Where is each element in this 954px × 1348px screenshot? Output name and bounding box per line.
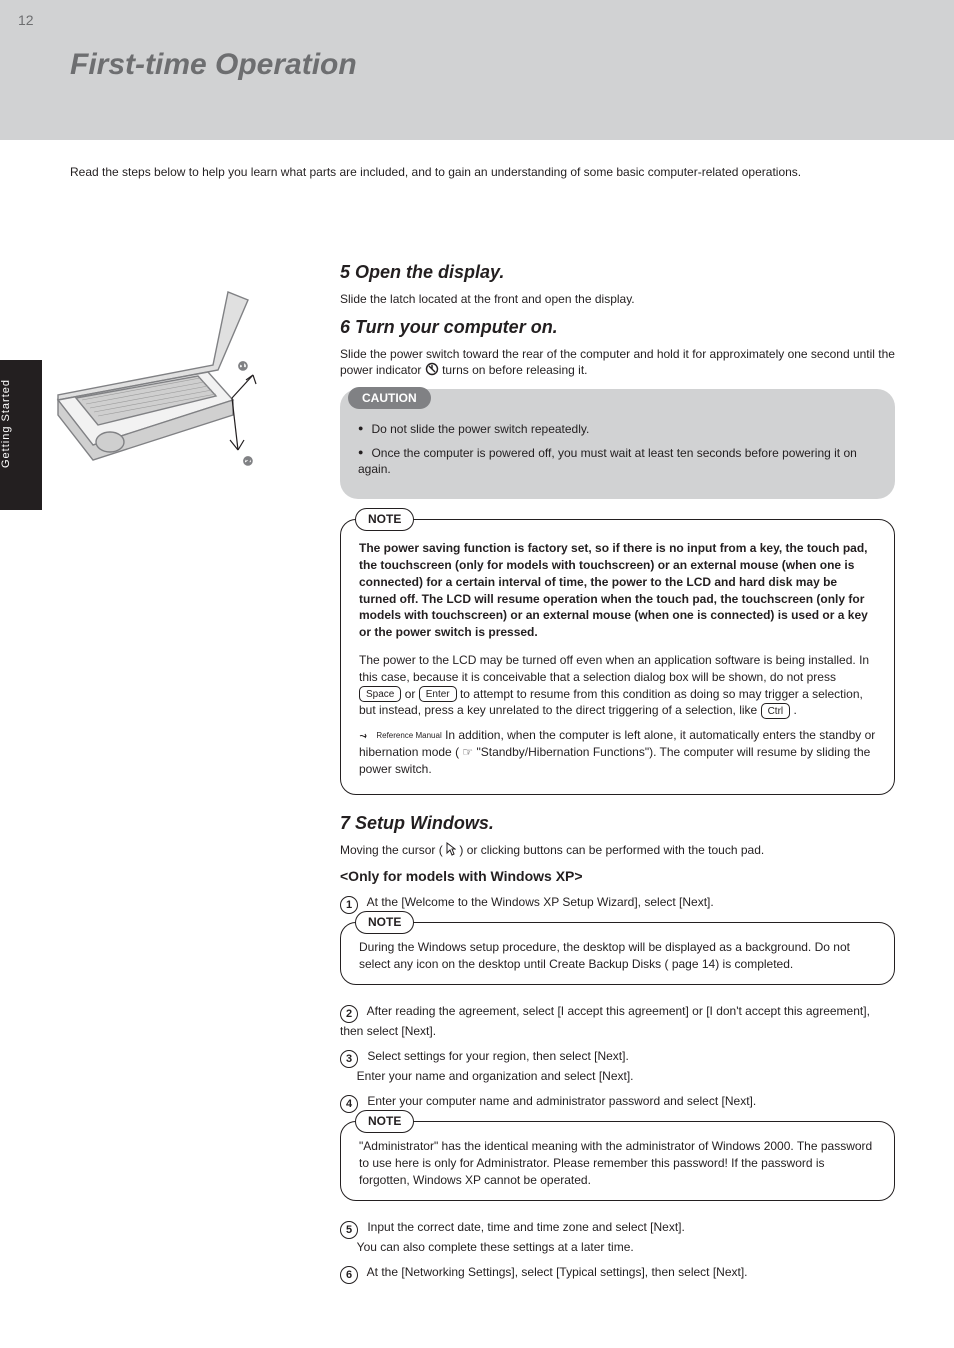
step-num-2: 2 [340, 1005, 358, 1023]
pointer-icon-ref [359, 731, 371, 741]
key-enter: Enter [419, 686, 457, 702]
step-num-6: 6 [340, 1266, 358, 1284]
note-box-1: NOTE The power saving function is factor… [340, 519, 895, 794]
setup-step-2: 2 After reading the agreement, select [I… [340, 1003, 895, 1040]
setup-s3b-text: Enter your name and organization and sel… [357, 1069, 634, 1083]
step5-heading: 5 Open the display. [340, 262, 895, 283]
step-num-4: 4 [340, 1095, 358, 1113]
setup-step-6: 6 At the [Networking Settings], select [… [340, 1264, 895, 1284]
step6-body: Slide the power switch toward the rear o… [340, 346, 895, 378]
step5-body: Slide the latch located at the front and… [340, 291, 895, 307]
note1-subhead: The power saving function is factory set… [359, 540, 876, 641]
setup-step-1: 1 At the [Welcome to the Windows XP Setu… [340, 894, 895, 914]
note1-p2-pre: The power to the LCD may be turned off e… [359, 653, 869, 684]
page-number: 12 [18, 12, 34, 28]
step6-body-pre: Slide the power switch toward the rear o… [340, 347, 895, 377]
setup-s3a-text: Select settings for your region, then se… [367, 1049, 628, 1063]
caution-item-1: Do not slide the power switch repeatedly… [358, 421, 877, 437]
cursor-icon [446, 842, 456, 856]
caution-box: CAUTION Do not slide the power switch re… [340, 389, 895, 500]
step7-heading: 7 Setup Windows. [340, 813, 895, 834]
step6-body-post: turns on before releasing it. [442, 363, 587, 377]
setup-s1-text: At the [Welcome to the Windows XP Setup … [367, 895, 714, 909]
note1-p2-end: . [793, 703, 796, 717]
power-indicator-icon [425, 362, 439, 376]
reference-manual-icon: Reference Manual [376, 732, 441, 740]
setup-s5-text: Input the correct date, time and time zo… [367, 1220, 685, 1234]
setup-step-5: 5 Input the correct date, time and time … [340, 1219, 895, 1256]
note3-body: "Administrator" has the identical meanin… [359, 1138, 876, 1188]
setup-step-3: 3 Select settings for your region, then … [340, 1048, 895, 1085]
step-num-5: 5 [340, 1221, 358, 1239]
key-ctrl: Ctrl [761, 703, 791, 719]
setup-windows-title: <Only for models with Windows XP> [340, 868, 895, 884]
note1-para3: Reference Manual In addition, when the c… [359, 727, 876, 777]
step-num-1: 1 [340, 896, 358, 914]
setup-s4-text: Enter your computer name and administrat… [367, 1094, 756, 1108]
note1-p2-mid: or [405, 687, 419, 701]
note-label-2: NOTE [355, 911, 414, 934]
note-box-3: NOTE "Administrator" has the identical m… [340, 1121, 895, 1201]
step6-heading: 6 Turn your computer on. [340, 317, 895, 338]
note-box-2: NOTE During the Windows setup procedure,… [340, 922, 895, 986]
step7-lead: Moving the cursor ( ) or clicking button… [340, 842, 895, 858]
setup-s6-text: At the [Networking Settings], select [Ty… [367, 1265, 748, 1279]
intro-text: Read the steps below to help you learn w… [70, 164, 890, 180]
page-title: First-time Operation [70, 48, 357, 82]
note-label-1: NOTE [355, 508, 414, 531]
note-label-3: NOTE [355, 1110, 414, 1133]
caution-label: CAUTION [348, 387, 431, 409]
laptop-illustration: ① ② [48, 280, 278, 500]
main-content: 5 Open the display. Slide the latch loca… [340, 262, 895, 1292]
key-space: Space [359, 686, 401, 702]
setup-step-4: 4 Enter your computer name and administr… [340, 1093, 895, 1113]
caution-item-2: Once the computer is powered off, you mu… [358, 445, 877, 477]
note2-body: During the Windows setup procedure, the … [359, 939, 876, 973]
svg-text:②: ② [243, 456, 253, 468]
sidebar-tab: Getting Started [0, 360, 42, 510]
note1-para2: The power to the LCD may be turned off e… [359, 652, 876, 719]
setup-s5-hint: You can also complete these settings at … [357, 1240, 634, 1254]
setup-s2-text: After reading the agreement, select [I a… [340, 1004, 870, 1038]
svg-text:①: ① [238, 361, 248, 373]
step-num-3: 3 [340, 1050, 358, 1068]
